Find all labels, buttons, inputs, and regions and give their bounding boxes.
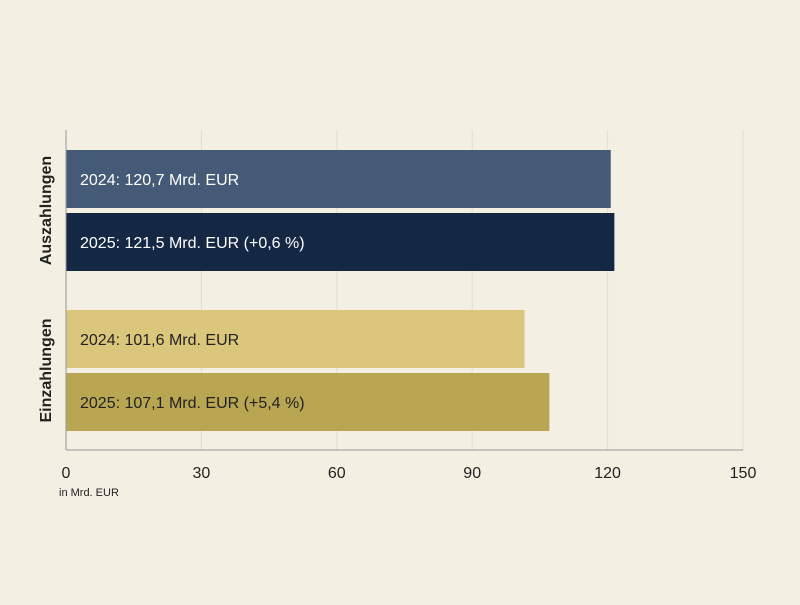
bar-label: 2025: 121,5 Mrd. EUR (+0,6 %) [80, 235, 305, 252]
bar-label: 2025: 107,1 Mrd. EUR (+5,4 %) [80, 395, 305, 412]
bar-auszahlungen-2025 [66, 213, 615, 271]
bar-einzahlungen-2024 [66, 310, 525, 368]
x-tick-label: 150 [730, 465, 757, 482]
axes: 0 30 60 90 120 150 in Mrd. EUR Auszahlungen Einz… [38, 130, 756, 499]
y-category-label: Einzahlungen [38, 319, 55, 423]
y-category-label: Auszahlungen [38, 156, 55, 265]
bar-label: 2024: 120,7 Mrd. EUR [80, 172, 239, 189]
x-tick-label: 0 [62, 465, 71, 482]
x-tick-label: 90 [463, 465, 481, 482]
bar-auszahlungen-2024 [66, 150, 611, 208]
bar-label: 2024: 101,6 Mrd. EUR [80, 332, 239, 349]
bars: 2024: 120,7 Mrd. EUR 2025: 121,5 Mrd. EUR… [66, 150, 615, 431]
x-tick-label: 30 [193, 465, 211, 482]
x-tick-label: 60 [328, 465, 346, 482]
x-tick-label: 120 [594, 465, 621, 482]
x-axis-label: in Mrd. EUR [59, 487, 119, 499]
bar-einzahlungen-2025 [66, 373, 550, 431]
